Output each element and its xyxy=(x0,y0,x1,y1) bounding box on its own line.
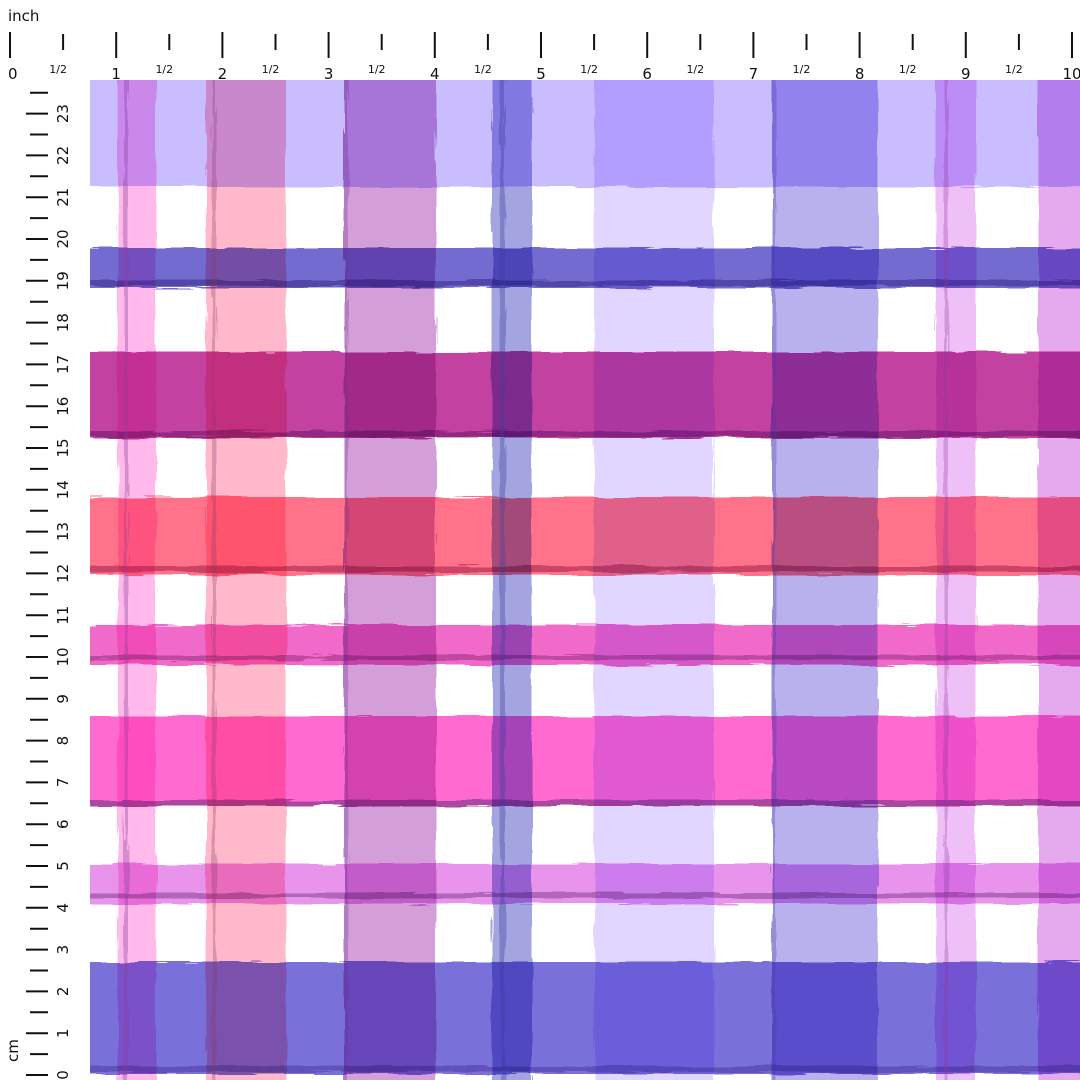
inch-labels: 0 1/2 1 1/2 2 1/2 3 1/2 4 1/2 5 1/2 6 1/2 7 1/2 8 1/2 9 1/2… xyxy=(8,63,1080,83)
inch-label: 7 xyxy=(749,65,759,83)
cm-label: 19 xyxy=(54,271,72,290)
inch-ticks xyxy=(9,32,1073,58)
cm-label: 13 xyxy=(54,522,72,541)
inch-label: 4 xyxy=(430,65,440,83)
cm-label: 7 xyxy=(54,778,72,788)
vertical-stripes xyxy=(118,80,1080,1080)
cm-ticks xyxy=(26,91,48,1076)
inch-label: 1/2 xyxy=(793,63,811,76)
cm-label: 23 xyxy=(54,104,72,123)
cm-label: 9 xyxy=(54,694,72,704)
cm-label: 11 xyxy=(54,606,72,625)
inch-label: 1/2 xyxy=(49,63,67,76)
cm-label: 10 xyxy=(54,647,72,666)
vertical-thin-lines xyxy=(124,80,948,1080)
cm-label: 1 xyxy=(54,1028,72,1038)
inch-label: 1/2 xyxy=(368,63,386,76)
inch-label: 2 xyxy=(218,65,228,83)
cm-label: 2 xyxy=(54,987,72,997)
horizontal-thin-lines xyxy=(90,280,1080,1072)
inch-label: 1/2 xyxy=(686,63,704,76)
inch-label: 9 xyxy=(961,65,971,83)
cm-label: 16 xyxy=(54,397,72,416)
inch-label: 1/2 xyxy=(899,63,917,76)
inch-label: 1/2 xyxy=(474,63,492,76)
cm-label: 5 xyxy=(54,861,72,871)
cm-label: 12 xyxy=(54,564,72,583)
inch-unit-label: inch xyxy=(8,7,39,25)
cm-label: 21 xyxy=(54,188,72,207)
inch-label: 6 xyxy=(642,65,652,83)
inch-label: 8 xyxy=(855,65,865,83)
cm-label: 20 xyxy=(54,229,72,248)
inch-label: 5 xyxy=(536,65,546,83)
inch-label: 3 xyxy=(324,65,334,83)
cm-label: 8 xyxy=(54,736,72,746)
inch-label: 1/2 xyxy=(1005,63,1023,76)
cm-label: 4 xyxy=(54,903,72,913)
cm-label: 6 xyxy=(54,819,72,829)
inch-label: 1/2 xyxy=(262,63,280,76)
cm-label: 15 xyxy=(54,438,72,457)
cm-label: 14 xyxy=(54,480,72,499)
inch-label: 10 xyxy=(1062,65,1080,83)
cm-label: 0 xyxy=(54,1070,72,1080)
inch-ruler: inch 0 1/2 1 1/2 2 1/2 3 1/2 4 1/2 5 1/2 6 1/2 7 1/2 8 1/… xyxy=(0,0,1080,83)
cm-label: 18 xyxy=(54,313,72,332)
cm-label: 22 xyxy=(54,146,72,165)
cm-label: 17 xyxy=(54,355,72,374)
cm-label: 3 xyxy=(54,945,72,955)
inch-label: 0 xyxy=(8,65,18,83)
plaid-pattern xyxy=(90,80,1080,1080)
inch-label: 1/2 xyxy=(580,63,598,76)
inch-label: 1 xyxy=(111,65,121,83)
inch-label: 1/2 xyxy=(155,63,173,76)
cm-unit-label: cm xyxy=(4,1039,22,1062)
